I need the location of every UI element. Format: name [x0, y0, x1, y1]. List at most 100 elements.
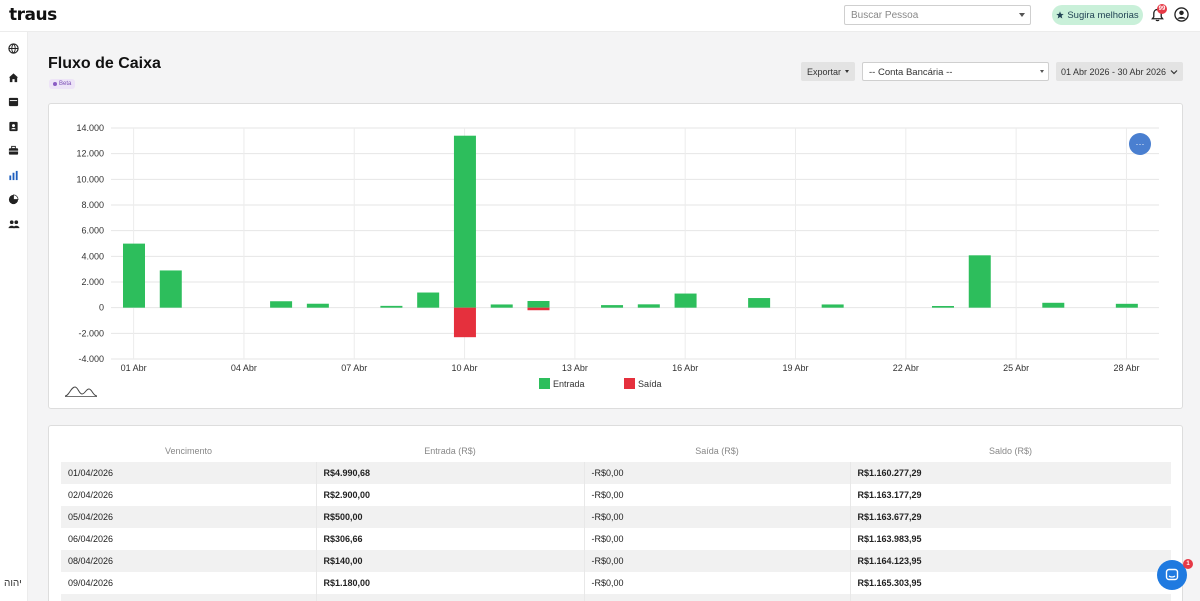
- chevron-down-icon: [1170, 69, 1178, 74]
- table-row[interactable]: 06/04/2026 R$306,66 -R$0,00 R$1.163.983,…: [61, 528, 1171, 550]
- beta-label: Beta: [59, 81, 72, 87]
- balance-cell: R$1.165.303,95: [849, 572, 1171, 594]
- chat-unread-badge: 1: [1183, 559, 1193, 569]
- outflow-cell: [583, 594, 850, 601]
- table-header-row: Vencimento Entrada (R$) Saída (R$) Saldo…: [61, 440, 1171, 462]
- due-date-cell: 08/04/2026: [61, 550, 316, 572]
- x-tick-label: 13 Abr: [562, 363, 588, 373]
- bar-entrada: [270, 301, 293, 308]
- outflow-cell: -R$0,00: [583, 572, 850, 594]
- balance-cell: R$1.163.177,29: [849, 484, 1171, 506]
- bar-entrada: [306, 303, 329, 308]
- outflow-cell: -R$0,00: [583, 550, 850, 572]
- table-row[interactable]: 01/04/2026 R$4.990,68 -R$0,00 R$1.160.27…: [61, 462, 1171, 484]
- bar-entrada: [601, 305, 624, 308]
- chat-support-button[interactable]: [1157, 560, 1187, 590]
- bar-entrada: [1042, 302, 1065, 308]
- users-icon[interactable]: [7, 218, 20, 231]
- top-bar: traus Buscar Pessoa Sugira melhorias 99: [0, 0, 1200, 32]
- inflow-cell: R$140,00: [315, 550, 584, 572]
- inflow-cell: R$4.990,68: [315, 462, 584, 484]
- due-date-cell: [61, 594, 316, 601]
- y-tick-label: -2.000: [78, 328, 104, 338]
- chevron-down-icon: [1040, 70, 1044, 73]
- legend-label-entrada: Entrada: [553, 379, 585, 389]
- page-title: Fluxo de Caixa: [48, 55, 161, 72]
- column-header-balance[interactable]: Saldo (R$): [988, 446, 1033, 456]
- column-header-inflow[interactable]: Entrada (R$): [424, 446, 476, 456]
- y-tick-label: 10.000: [76, 174, 104, 184]
- caret-down-icon: [845, 70, 849, 73]
- cash-flow-chart: 14.000 12.000 10.000 8.000 6.000 4.000 2.000 0 -…: [76, 123, 1159, 389]
- table-row[interactable]: 08/04/2026 R$140,00 -R$0,00 R$1.164.123,…: [61, 550, 1171, 572]
- bar-chart-icon[interactable]: [7, 169, 20, 182]
- more-dots-icon: ···: [1135, 139, 1145, 149]
- due-date-cell: 01/04/2026: [61, 462, 316, 484]
- x-tick-label: 25 Abr: [1003, 363, 1029, 373]
- beta-badge: Beta: [49, 79, 76, 89]
- y-tick-label: 2.000: [81, 277, 104, 287]
- calendar-icon[interactable]: [7, 95, 20, 108]
- table-row[interactable]: 02/04/2026 R$2.900,00 -R$0,00 R$1.163.17…: [61, 484, 1171, 506]
- bank-account-select[interactable]: -- Conta Bancária --: [862, 62, 1049, 81]
- sidebar: יהוה: [0, 32, 28, 601]
- home-icon[interactable]: [7, 71, 20, 84]
- column-header-due-date[interactable]: Vencimento: [164, 446, 213, 456]
- chat-icon: [1165, 568, 1179, 581]
- legend-swatch-entrada: [539, 378, 550, 389]
- bank-account-value: -- Conta Bancária --: [869, 67, 953, 78]
- y-tick-label: 0: [99, 303, 104, 313]
- bar-entrada: [931, 305, 954, 308]
- balance-cell: [849, 594, 1171, 601]
- y-tick-label: 12.000: [76, 149, 104, 159]
- pie-chart-icon[interactable]: [7, 193, 20, 206]
- balance-cell: R$1.163.983,95: [849, 528, 1171, 550]
- contacts-icon[interactable]: [7, 120, 20, 133]
- outflow-cell: -R$0,00: [583, 528, 850, 550]
- outflow-cell: -R$0,00: [583, 462, 850, 484]
- bar-entrada: [748, 298, 771, 308]
- bar-entrada: [417, 292, 440, 308]
- bar-entrada: [490, 304, 513, 308]
- x-tick-label: 16 Abr: [672, 363, 698, 373]
- table-row[interactable]: 09/04/2026 R$1.180,00 -R$0,00 R$1.165.30…: [61, 572, 1171, 594]
- inflow-cell: R$306,66: [315, 528, 584, 550]
- globe-icon[interactable]: [7, 42, 20, 55]
- y-tick-label: 8.000: [81, 200, 104, 210]
- chart-options-button[interactable]: ···: [1129, 133, 1151, 155]
- y-tick-label: -4.000: [78, 354, 104, 364]
- app-logo[interactable]: traus: [9, 5, 57, 25]
- x-tick-label: 10 Abr: [452, 363, 478, 373]
- x-tick-label: 19 Abr: [782, 363, 808, 373]
- bar-entrada: [527, 300, 550, 308]
- bar-entrada: [380, 305, 403, 308]
- x-tick-label: 22 Abr: [893, 363, 919, 373]
- inflow-cell: R$2.900,00: [315, 484, 584, 506]
- bar-saída: [453, 307, 476, 338]
- briefcase-icon[interactable]: [7, 144, 20, 157]
- beta-dot-icon: [53, 82, 57, 86]
- bar-entrada: [968, 255, 991, 308]
- y-tick-label: 6.000: [81, 226, 104, 236]
- export-label: Exportar: [806, 66, 841, 77]
- cash-flow-chart-card: 14.000 12.000 10.000 8.000 6.000 4.000 2.000 0 -…: [48, 103, 1183, 409]
- export-button[interactable]: Exportar: [801, 62, 855, 81]
- suggest-improvements-button[interactable]: Sugira melhorias: [1052, 5, 1143, 25]
- due-date-cell: 09/04/2026: [68, 578, 114, 588]
- suggest-label: Sugira melhorias: [1067, 9, 1139, 21]
- table-row[interactable]: [61, 594, 1171, 601]
- column-header-outflow[interactable]: Saída (R$): [695, 446, 739, 456]
- outflow-cell: -R$0,00: [583, 506, 850, 528]
- search-person-select[interactable]: Buscar Pessoa: [844, 5, 1031, 25]
- sparkline-icon[interactable]: [64, 384, 98, 398]
- due-date-cell: 06/04/2026: [68, 534, 114, 544]
- user-account-icon[interactable]: [1174, 7, 1189, 22]
- balance-cell: R$1.164.123,95: [849, 550, 1171, 572]
- table-row[interactable]: 05/04/2026 R$500,00 -R$0,00 R$1.163.677,…: [61, 506, 1171, 528]
- x-tick-label: 04 Abr: [231, 363, 257, 373]
- y-tick-label: 14.000: [76, 123, 104, 133]
- x-tick-label: 01 Abr: [121, 363, 147, 373]
- inflow-cell: R$1.180,00: [315, 572, 584, 594]
- inflow-cell: [315, 594, 584, 601]
- date-range-picker[interactable]: 01 Abr 2026 - 30 Abr 2026: [1056, 62, 1183, 81]
